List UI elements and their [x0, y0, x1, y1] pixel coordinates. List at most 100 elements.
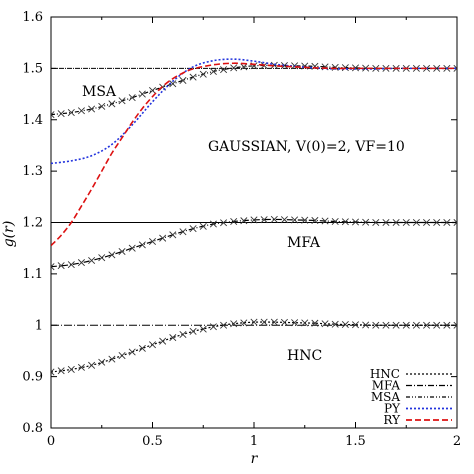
data-point-marker-msa — [148, 86, 157, 94]
data-point-marker-hnc — [412, 321, 420, 329]
plot-layer: 0 0.5 1 1.5 20.80.911.11.21.31.41.51.6HNCMFA… — [22, 10, 461, 449]
y-tick-label: 1.3 — [22, 164, 43, 179]
data-point-marker-hnc — [230, 320, 238, 328]
data-point-marker-hnc — [443, 321, 451, 329]
data-point-marker-mfa — [128, 244, 136, 252]
data-point-marker-msa — [453, 64, 457, 72]
data-point-marker-mfa — [98, 254, 106, 262]
x-axis-label: r — [251, 451, 259, 467]
data-point-marker-mfa — [412, 218, 420, 227]
x-tick-label: 1.5 — [345, 434, 366, 449]
data-point-marker-mfa — [433, 218, 441, 227]
data-point-marker-hnc — [311, 319, 319, 327]
data-point-marker-mfa — [169, 231, 177, 239]
data-point-marker-mfa — [260, 216, 268, 224]
y-tick-label: 1.5 — [22, 61, 43, 76]
x-tick-label: 0.5 — [142, 434, 163, 449]
y-tick-label: 1 — [35, 318, 43, 333]
data-point-marker-hnc — [291, 319, 299, 327]
data-point-marker-mfa — [118, 248, 126, 256]
y-tick-label: 1.2 — [22, 216, 43, 231]
y-axis-label: g(r) — [1, 221, 17, 248]
data-point-marker-mfa — [331, 217, 339, 225]
y-tick-label: 0.8 — [22, 421, 43, 436]
data-point-marker-msa — [362, 64, 370, 72]
series-line-ry — [51, 62, 457, 247]
data-point-marker-mfa — [51, 263, 55, 271]
data-point-marker-mfa — [77, 259, 85, 267]
data-point-marker-hnc — [108, 355, 116, 363]
data-point-marker-msa — [209, 67, 217, 75]
data-point-marker-hnc — [270, 318, 278, 326]
data-point-marker-hnc — [138, 344, 146, 352]
data-point-marker-mfa — [209, 220, 217, 228]
y-tick-label: 1.6 — [22, 10, 43, 25]
x-tick-label: 1 — [250, 434, 258, 449]
data-point-marker-mfa — [138, 241, 146, 249]
data-point-marker-msa — [88, 105, 96, 113]
data-point-marker-hnc — [169, 334, 177, 342]
data-point-marker-mfa — [189, 225, 197, 233]
y-tick-label: 1.4 — [22, 113, 43, 128]
data-point-marker-hnc — [159, 337, 167, 345]
data-point-marker-msa — [179, 76, 187, 84]
data-point-marker-mfa — [220, 219, 228, 227]
data-point-marker-hnc — [148, 341, 157, 349]
data-point-marker-mfa — [88, 256, 96, 265]
data-point-marker-mfa — [341, 218, 349, 226]
data-point-marker-hnc — [189, 327, 197, 335]
data-point-marker-hnc — [51, 368, 55, 376]
data-point-marker-hnc — [301, 319, 309, 327]
data-point-marker-mfa — [230, 217, 238, 225]
data-point-marker-hnc — [118, 352, 126, 360]
data-point-marker-hnc — [98, 358, 106, 366]
data-point-marker-mfa — [159, 234, 167, 242]
annotation-gaussian: GAUSSIAN, V(0)=2, VF=10 — [208, 139, 405, 155]
data-point-marker-mfa — [301, 216, 309, 224]
data-point-marker-hnc — [67, 365, 75, 373]
data-point-marker-msa — [280, 62, 288, 70]
data-point-marker-msa — [230, 64, 238, 72]
data-point-marker-hnc — [260, 318, 268, 326]
legend-label-hnc: HNC — [370, 367, 400, 381]
data-point-marker-mfa — [321, 217, 329, 225]
data-point-marker-hnc — [433, 321, 441, 329]
data-point-marker-mfa — [57, 262, 65, 270]
data-point-marker-msa — [169, 80, 177, 88]
data-point-marker-msa — [98, 102, 106, 110]
legend-label-msa: MSA — [371, 390, 401, 404]
data-point-marker-mfa — [67, 261, 75, 269]
series-line-mfa — [51, 218, 457, 268]
data-point-marker-msa — [220, 66, 228, 74]
data-point-marker-hnc — [351, 321, 360, 329]
data-point-marker-hnc — [382, 321, 390, 329]
annotation-msa: MSA — [82, 84, 117, 100]
data-point-marker-hnc — [199, 325, 207, 333]
data-point-marker-hnc — [362, 321, 370, 329]
annotation-hnc: HNC — [287, 348, 322, 364]
series-line-hnc — [51, 321, 457, 373]
x-tick-label: 0 — [47, 434, 55, 449]
data-point-marker-mfa — [453, 218, 457, 227]
data-point-marker-mfa — [351, 218, 360, 226]
data-point-marker-hnc — [453, 321, 457, 329]
data-point-marker-hnc — [220, 321, 228, 329]
data-point-marker-hnc — [250, 318, 258, 326]
data-point-marker-hnc — [179, 330, 187, 339]
data-point-marker-hnc — [402, 321, 410, 329]
data-point-marker-msa — [67, 109, 75, 117]
data-point-marker-hnc — [280, 318, 288, 326]
data-point-marker-mfa — [280, 216, 288, 224]
data-point-marker-hnc — [240, 319, 248, 327]
data-point-marker-hnc — [341, 320, 349, 328]
data-point-marker-mfa — [382, 218, 390, 227]
data-point-marker-msa — [118, 97, 126, 105]
data-point-marker-mfa — [423, 218, 431, 227]
data-point-marker-mfa — [443, 218, 451, 227]
data-point-marker-mfa — [372, 218, 380, 227]
data-point-marker-msa — [108, 100, 116, 108]
data-point-marker-mfa — [240, 217, 248, 225]
data-point-marker-msa — [189, 73, 197, 81]
